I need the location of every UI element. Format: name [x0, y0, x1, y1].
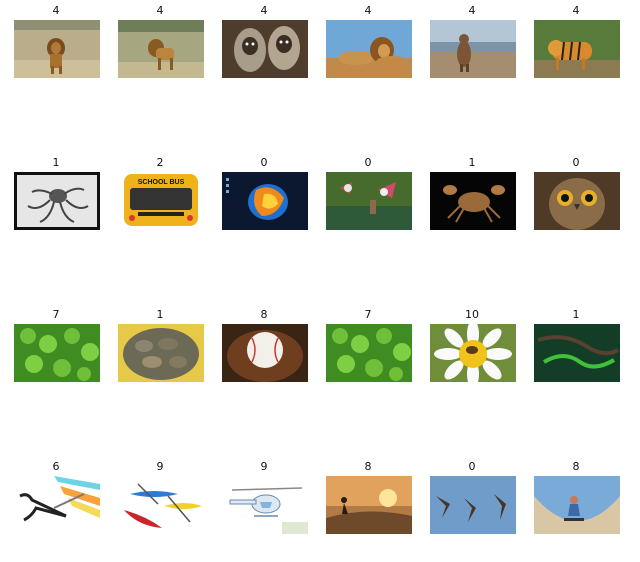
skateboard-bowl-icon [534, 476, 620, 534]
bus-icon: SCHOOL BUS [118, 172, 204, 230]
crab-basket-icon [118, 324, 204, 382]
kayak-icon [118, 476, 204, 534]
cell-label: 0 [364, 156, 372, 169]
cell-label: 4 [364, 4, 372, 17]
crab-icon [430, 172, 516, 230]
lion-icon [118, 20, 204, 78]
cell-label: 6 [52, 460, 60, 473]
cell-label: 1 [468, 156, 476, 169]
cell-label: 7 [52, 308, 60, 321]
helicopter-icon [222, 476, 308, 534]
cell-label: 9 [156, 460, 164, 473]
cell-label: 8 [572, 460, 580, 473]
cell-label: 1 [52, 156, 60, 169]
cell-label: 8 [260, 308, 268, 321]
skateboard-icon [326, 476, 412, 534]
cell-label: 0 [260, 156, 268, 169]
cell-label: 7 [364, 308, 372, 321]
abstract-icon [222, 172, 308, 230]
cell-label: 4 [260, 4, 268, 17]
tiger-icon [534, 20, 620, 78]
clover-icon [14, 324, 100, 382]
monkey-icon [222, 20, 308, 78]
scissors-icon [14, 476, 100, 534]
snake-icon [534, 324, 620, 382]
cell-label: 1 [156, 308, 164, 321]
cell-label: 2 [156, 156, 164, 169]
cell-label: 4 [156, 4, 164, 17]
lion-icon [326, 20, 412, 78]
swift-icon [430, 476, 516, 534]
cell-label: 0 [468, 460, 476, 473]
cell-label: 4 [468, 4, 476, 17]
baseball-icon [222, 324, 308, 382]
cell-label: 4 [52, 4, 60, 17]
owl-icon [534, 172, 620, 230]
cell-label: 10 [465, 308, 479, 321]
bus-sign: SCHOOL BUS [138, 179, 185, 186]
octopus-icon [14, 172, 100, 230]
cell-label: 8 [364, 460, 372, 473]
bear-icon [430, 20, 516, 78]
cell-label: 4 [572, 4, 580, 17]
cell-label: 9 [260, 460, 268, 473]
clover-icon [326, 324, 412, 382]
cell-label: 1 [572, 308, 580, 321]
cell-label: 0 [572, 156, 580, 169]
bee-flower-icon [430, 324, 516, 382]
bird-icon [326, 172, 412, 230]
lion-icon [14, 20, 100, 78]
